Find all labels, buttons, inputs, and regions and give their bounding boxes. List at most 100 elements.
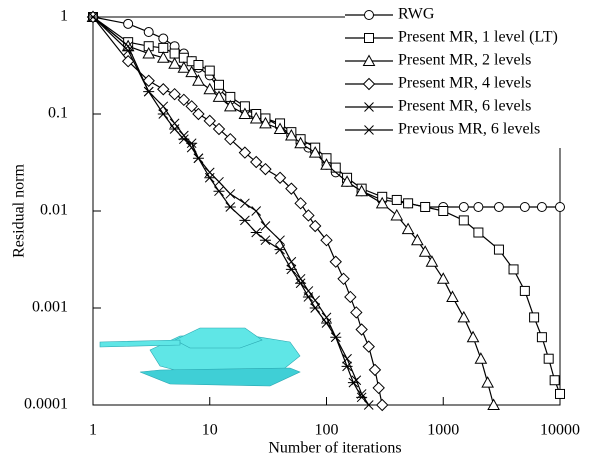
marker <box>342 353 352 364</box>
marker <box>320 158 333 170</box>
marker <box>192 107 205 121</box>
marker <box>519 285 530 296</box>
marker <box>142 74 155 87</box>
legend-marker <box>364 10 374 20</box>
marker <box>192 153 204 164</box>
marker <box>536 201 547 212</box>
marker <box>285 182 298 195</box>
marker <box>308 146 322 158</box>
marker <box>225 189 236 199</box>
marker <box>344 290 357 304</box>
marker <box>251 206 262 216</box>
marker <box>295 273 306 284</box>
legend-background <box>345 4 590 148</box>
marker <box>308 219 322 233</box>
marker <box>529 312 540 323</box>
legend-label: Present MR, 2 levels <box>398 52 531 69</box>
legend-label: Present MR, 4 levels <box>398 75 531 92</box>
y-tick-label: 0.0001 <box>24 396 68 413</box>
marker <box>186 138 198 149</box>
marker <box>87 12 99 22</box>
marker <box>259 235 271 246</box>
marker <box>157 109 169 119</box>
marker <box>474 352 488 364</box>
marker <box>260 221 271 231</box>
marker <box>458 201 469 212</box>
tank-image <box>99 327 301 387</box>
marker <box>436 272 450 284</box>
y-tick-label: 0.1 <box>48 105 68 122</box>
marker <box>143 86 155 97</box>
x-tick-label: 100 <box>315 422 339 439</box>
marker <box>302 292 314 302</box>
marker <box>555 388 565 399</box>
marker <box>259 162 272 176</box>
marker <box>420 201 431 212</box>
marker <box>487 398 500 410</box>
legend-marker <box>362 77 376 91</box>
marker <box>169 124 181 134</box>
marker <box>390 208 404 221</box>
y-tick-label: 0.001 <box>32 299 68 316</box>
marker <box>543 353 554 364</box>
marker <box>193 60 204 71</box>
marker <box>177 93 191 107</box>
x-tick-label: 10000 <box>540 422 580 439</box>
marker <box>549 375 560 386</box>
marker <box>493 201 504 212</box>
marker <box>169 48 180 59</box>
x-axis-label: Number of iterations <box>268 440 401 457</box>
marker <box>250 227 262 238</box>
marker <box>481 376 494 388</box>
marker <box>240 198 250 209</box>
marker <box>143 27 154 38</box>
marker <box>249 111 263 124</box>
y-axis-label: Residual norm <box>11 164 28 258</box>
legend-marker <box>364 33 374 43</box>
marker <box>294 197 307 210</box>
marker <box>401 222 415 235</box>
marker <box>185 100 198 113</box>
marker <box>224 202 236 212</box>
marker <box>375 398 389 412</box>
marker <box>320 233 333 247</box>
tank-turret <box>174 327 263 349</box>
marker <box>212 90 226 102</box>
marker <box>204 65 215 76</box>
marker <box>158 42 169 53</box>
marker <box>508 264 519 275</box>
marker <box>340 175 354 187</box>
legend-marker <box>362 54 376 66</box>
legend-label: Previous MR, 6 levels <box>398 121 540 138</box>
marker <box>157 83 170 96</box>
legend-label: RWG <box>398 6 435 23</box>
legend-label: Present MR, 6 levels <box>398 98 531 115</box>
marker <box>285 128 298 141</box>
marker <box>213 79 224 90</box>
marker <box>391 194 402 205</box>
marker <box>309 303 321 313</box>
marker <box>368 363 382 377</box>
tank-gun <box>99 339 181 348</box>
legend-marker <box>364 102 374 112</box>
marker <box>142 47 156 59</box>
marker <box>158 33 169 44</box>
marker <box>473 201 484 212</box>
marker <box>341 361 353 372</box>
marker <box>275 235 285 246</box>
marker <box>418 245 432 257</box>
marker <box>330 162 341 173</box>
marker <box>238 146 252 159</box>
marker <box>466 330 480 343</box>
marker <box>238 107 252 119</box>
marker <box>425 255 439 267</box>
marker <box>203 82 217 95</box>
marker <box>295 278 307 289</box>
x-tick-label: 10 <box>202 422 218 439</box>
marker <box>555 201 565 212</box>
marker <box>250 155 263 169</box>
legend-marker <box>363 125 375 135</box>
legend: RWG Present MR, 1 level (LT) Present MR, 2… <box>345 4 590 148</box>
marker <box>356 392 368 403</box>
marker <box>203 114 216 128</box>
